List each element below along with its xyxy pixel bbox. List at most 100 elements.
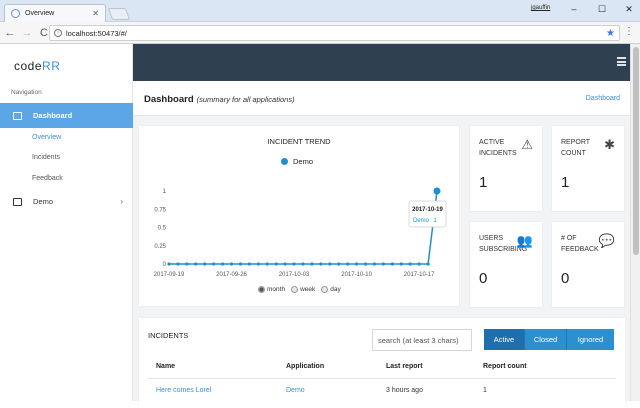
column-header-name[interactable]: Name: [156, 363, 176, 370]
range-options: month week day: [258, 286, 347, 293]
warning-icon: ⚠: [521, 137, 533, 152]
x-tick-label: 2017-10-03: [279, 272, 310, 278]
data-point: [363, 262, 368, 266]
data-point: [283, 262, 287, 266]
sidebar-item-label: Dashboard: [33, 111, 73, 120]
column-header-last-report[interactable]: Last report: [386, 363, 423, 370]
window-user-label[interactable]: jgauffin: [531, 5, 551, 11]
forward-button[interactable]: →: [21, 26, 33, 39]
x-tick-label: 2017-10-17: [404, 272, 435, 278]
back-button[interactable]: ←: [4, 26, 16, 39]
stat-card-feedback[interactable]: # of feedback 💬 0: [552, 222, 624, 307]
radio-day[interactable]: [321, 286, 329, 293]
stat-value: 0: [561, 270, 570, 287]
info-icon[interactable]: i: [54, 29, 62, 37]
stat-value: 1: [561, 174, 570, 191]
stat-label: Users subscribing: [479, 235, 528, 253]
stat-label: Active incidents: [479, 139, 517, 157]
data-point: [238, 262, 243, 266]
range-label-day: day: [330, 286, 341, 293]
minimize-button[interactable]: –: [571, 4, 577, 14]
page-subtitle: (summary for all applications): [196, 95, 295, 104]
data-point: [381, 262, 385, 266]
scrollbar-thumb[interactable]: [633, 47, 639, 255]
page-scrollbar[interactable]: [630, 44, 640, 401]
range-option-day[interactable]: day: [321, 286, 341, 293]
filter-active-button[interactable]: Active: [484, 329, 525, 350]
x-tick-label: 2017-09-26: [216, 272, 247, 278]
incidents-card: INCIDENTS search (at least 3 chars) Acti…: [139, 318, 625, 408]
data-point: [203, 262, 207, 266]
address-bar-row: ← → C i localhost:50473/#/ ★: [0, 22, 640, 44]
data-point: [274, 262, 278, 266]
data-point: [426, 262, 430, 266]
series-line-demo: [169, 190, 438, 265]
stat-card-report-count[interactable]: Report count ✱ 1: [552, 126, 624, 211]
data-point: [167, 262, 171, 266]
app-logo[interactable]: codeRR: [14, 59, 60, 73]
incident-name-link[interactable]: Here comes Lorel: [156, 387, 212, 394]
x-tick-label: 2017-09-19: [154, 272, 185, 278]
y-tick-label: 0.5: [158, 226, 167, 232]
tab-close-icon[interactable]: ✕: [92, 9, 99, 18]
bug-icon: ✱: [604, 137, 615, 152]
data-point: [194, 262, 198, 266]
browser-menu-icon[interactable]: ⋮: [624, 26, 634, 37]
chart-legend[interactable]: Demo: [281, 157, 313, 166]
range-option-month[interactable]: month: [258, 286, 285, 293]
new-tab-button[interactable]: [107, 8, 131, 20]
data-point: [301, 262, 305, 266]
radio-week[interactable]: [291, 286, 299, 293]
data-point: [399, 262, 403, 266]
reload-button[interactable]: C: [40, 26, 48, 39]
sidebar-item-label: Demo: [33, 197, 54, 206]
column-header-application[interactable]: Application: [286, 363, 325, 370]
range-label-week: week: [300, 286, 316, 293]
filter-closed-button[interactable]: Closed: [525, 329, 567, 350]
sidebar: codeRR Navigation Dashboard Overview Inc…: [0, 44, 133, 401]
stat-card-users-subscribing[interactable]: Users subscribing 👥 0: [470, 222, 542, 307]
maximize-button[interactable]: ☐: [597, 4, 607, 14]
radio-month[interactable]: [258, 286, 265, 293]
incident-search-input[interactable]: search (at least 3 chars): [372, 329, 472, 351]
stat-value: 0: [479, 270, 488, 287]
sidebar-sub-overview[interactable]: Overview: [32, 134, 62, 141]
data-point: [229, 262, 234, 266]
address-input[interactable]: i localhost:50473/#/ ★: [49, 25, 620, 41]
stat-card-active-incidents[interactable]: Active incidents ⚠ 1: [470, 126, 542, 211]
sidebar-item-demo[interactable]: Demo ›: [0, 189, 133, 214]
hamburger-menu-icon[interactable]: [617, 57, 626, 66]
breadcrumb[interactable]: Dashboard: [585, 95, 620, 102]
application-icon: [13, 197, 22, 206]
users-icon: 👥: [516, 233, 533, 248]
star-icon[interactable]: ★: [606, 27, 615, 39]
data-point: [319, 262, 323, 266]
trend-chart: 0 0.25 0.5 0.75 1 2017-09-19 2017-09-26 2017-10…: [154, 187, 447, 278]
data-point: [355, 262, 359, 266]
sidebar-sub-feedback[interactable]: Feedback: [32, 175, 63, 182]
browser-tab[interactable]: Overview ✕: [4, 4, 106, 22]
column-header-report-count[interactable]: Report count: [483, 363, 527, 370]
data-point: [372, 262, 377, 266]
data-point: [337, 262, 341, 266]
filter-ignored-button[interactable]: Ignored: [567, 329, 614, 350]
favicon-icon: [11, 9, 20, 18]
comment-icon: 💬: [598, 233, 615, 248]
sidebar-sub-incidents[interactable]: Incidents: [32, 154, 61, 161]
nav-caption: Navigation: [11, 89, 42, 96]
url-text[interactable]: localhost:50473/#/: [66, 28, 127, 38]
table-divider: [148, 378, 616, 379]
sidebar-item-dashboard[interactable]: Dashboard: [0, 103, 133, 128]
legend-marker-demo: [281, 158, 288, 165]
incident-trend-card: INCIDENT TREND Demo 0 0.25 0.5 0.75 1 2017-09…: [139, 126, 459, 306]
top-navbar: [133, 44, 640, 81]
incident-last-report: 3 hours ago: [386, 387, 423, 394]
incident-application-link[interactable]: Demo: [286, 387, 305, 394]
chart-title: INCIDENT TREND: [267, 137, 331, 146]
close-window-button[interactable]: ✕: [625, 4, 633, 14]
data-point: [185, 262, 189, 266]
page-title-text: Dashboard: [144, 94, 194, 105]
page-title: Dashboard (summary for all applications): [144, 94, 295, 105]
tab-title: Overview: [25, 10, 55, 17]
range-option-week[interactable]: week: [291, 286, 315, 293]
